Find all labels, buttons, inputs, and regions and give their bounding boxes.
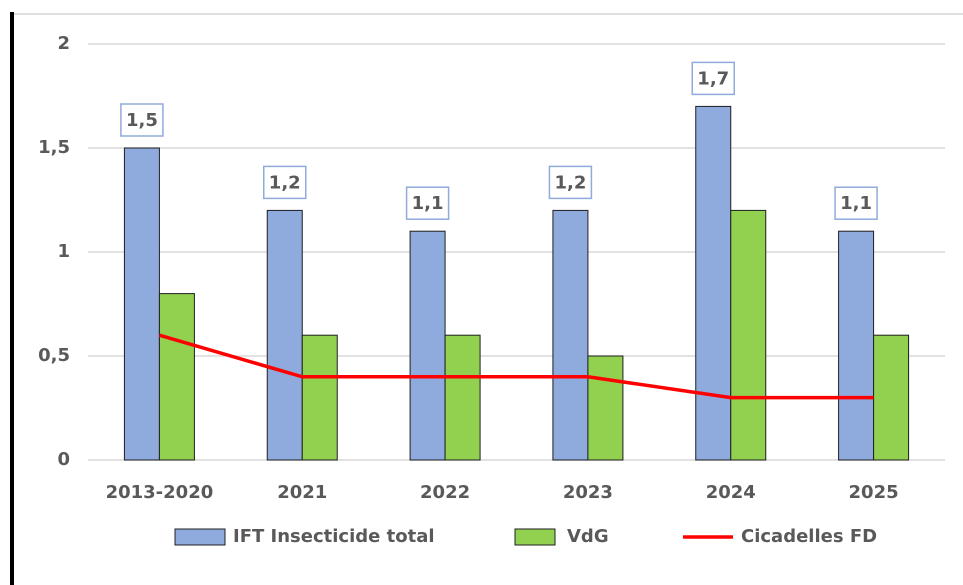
x-tick-label: 2023 [563, 482, 613, 503]
bar [444, 334, 481, 461]
value-label: 1,2 [554, 172, 586, 193]
legend-swatch [514, 528, 556, 546]
value-label: 1,1 [840, 193, 872, 214]
line-series [158, 333, 874, 400]
y-tick-label: 0,5 [38, 345, 70, 366]
y-tick-label: 1 [57, 241, 70, 262]
bar [838, 230, 875, 461]
bar [587, 355, 624, 461]
value-label: 1,7 [697, 68, 729, 89]
value-label-box [691, 61, 735, 96]
x-tick-label: 2024 [706, 482, 756, 503]
value-label-box [834, 186, 878, 220]
legend-label: VdG [567, 526, 609, 547]
x-tick-label: 2021 [277, 482, 327, 503]
value-label-box [548, 165, 593, 200]
legend-label: IFT Insecticide total [233, 526, 435, 547]
y-tick-label: 2 [57, 33, 70, 54]
bar [409, 230, 446, 461]
legend-label: Cicadelles FD [741, 526, 877, 547]
bar [730, 209, 767, 461]
bar [266, 209, 303, 461]
value-label: 1,5 [126, 110, 158, 131]
x-tick-label: 2022 [420, 482, 470, 503]
legend-swatch [174, 528, 226, 546]
bar [301, 334, 338, 461]
bar [873, 334, 910, 461]
value-label: 1,2 [269, 172, 301, 193]
bar [695, 105, 732, 461]
value-label-box [405, 186, 450, 220]
bar [158, 293, 195, 461]
y-tick-label: 0 [57, 449, 70, 470]
bar [123, 147, 160, 461]
value-label-box [120, 103, 164, 137]
y-tick-label: 1,5 [38, 137, 70, 158]
value-label-box [263, 165, 307, 200]
x-tick-label: 2013-2020 [106, 482, 214, 503]
value-label: 1,1 [412, 193, 444, 214]
x-tick-label: 2025 [849, 482, 899, 503]
bar [552, 209, 589, 461]
